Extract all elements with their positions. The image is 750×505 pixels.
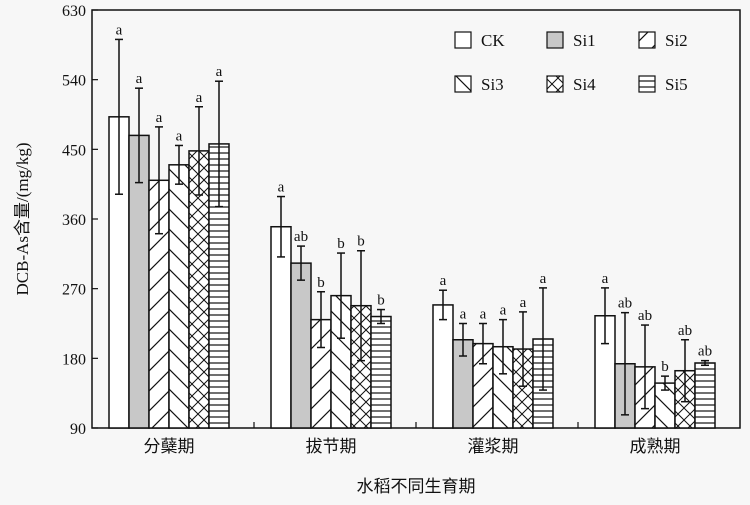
x-tick-label: 拔节期	[306, 437, 357, 456]
legend-swatch-si5	[638, 75, 656, 93]
significance-letter: a	[216, 64, 223, 80]
significance-letter: ab	[618, 296, 632, 312]
significance-letter: a	[136, 71, 143, 87]
significance-letter: a	[116, 22, 123, 38]
x-tick-label: 分蘖期	[144, 437, 195, 456]
significance-letter: a	[440, 273, 447, 289]
significance-letter: a	[602, 271, 609, 287]
significance-letter: ab	[678, 323, 692, 339]
legend-label: Si3	[481, 75, 504, 94]
y-tick-label: 90	[70, 421, 86, 438]
bar-si5	[694, 362, 716, 429]
significance-letter: b	[661, 359, 669, 375]
significance-letter: a	[500, 303, 507, 319]
significance-letter: ab	[698, 344, 712, 360]
legend-swatch-si4	[546, 75, 564, 93]
significance-letter: a	[176, 128, 183, 144]
legend-label: CK	[481, 31, 505, 50]
significance-letter: b	[377, 293, 385, 309]
bar-ck	[432, 304, 454, 429]
legend-label: Si5	[665, 75, 688, 94]
legend-swatch-si2	[638, 31, 656, 49]
significance-letter: a	[520, 295, 527, 311]
y-tick-label: 630	[62, 3, 86, 20]
y-axis-label: DCB-As含量/(mg/kg)	[13, 143, 32, 296]
x-axis-label: 水稻不同生育期	[357, 477, 476, 496]
y-tick-label: 450	[62, 142, 86, 159]
significance-letter: a	[196, 90, 203, 106]
legend-label: Si2	[665, 31, 688, 50]
y-tick-label: 180	[62, 351, 86, 368]
significance-letter: a	[156, 110, 163, 126]
x-tick-label: 成熟期	[630, 436, 681, 456]
bar-si5	[370, 315, 392, 429]
bar-si3	[168, 164, 190, 429]
bar-si1	[290, 262, 312, 429]
significance-letter: ab	[294, 229, 308, 245]
significance-letter: a	[460, 307, 467, 323]
legend-label: Si4	[573, 75, 596, 94]
significance-letter: ab	[638, 308, 652, 324]
significance-letter: b	[337, 236, 345, 252]
y-tick-label: 540	[62, 73, 86, 90]
y-tick-label: 270	[62, 282, 86, 299]
legend-swatch-si3	[454, 75, 472, 93]
legend-swatch-ck	[454, 31, 472, 49]
x-tick-label: 灌浆期	[468, 437, 519, 456]
legend-label: Si1	[573, 31, 596, 50]
significance-letter: b	[357, 234, 365, 250]
significance-letter: a	[480, 307, 487, 323]
significance-letter: a	[278, 180, 285, 196]
y-tick-label: 360	[62, 212, 86, 229]
legend-swatch-si1	[546, 31, 564, 49]
significance-letter: b	[317, 275, 325, 291]
significance-letter: a	[540, 271, 547, 287]
